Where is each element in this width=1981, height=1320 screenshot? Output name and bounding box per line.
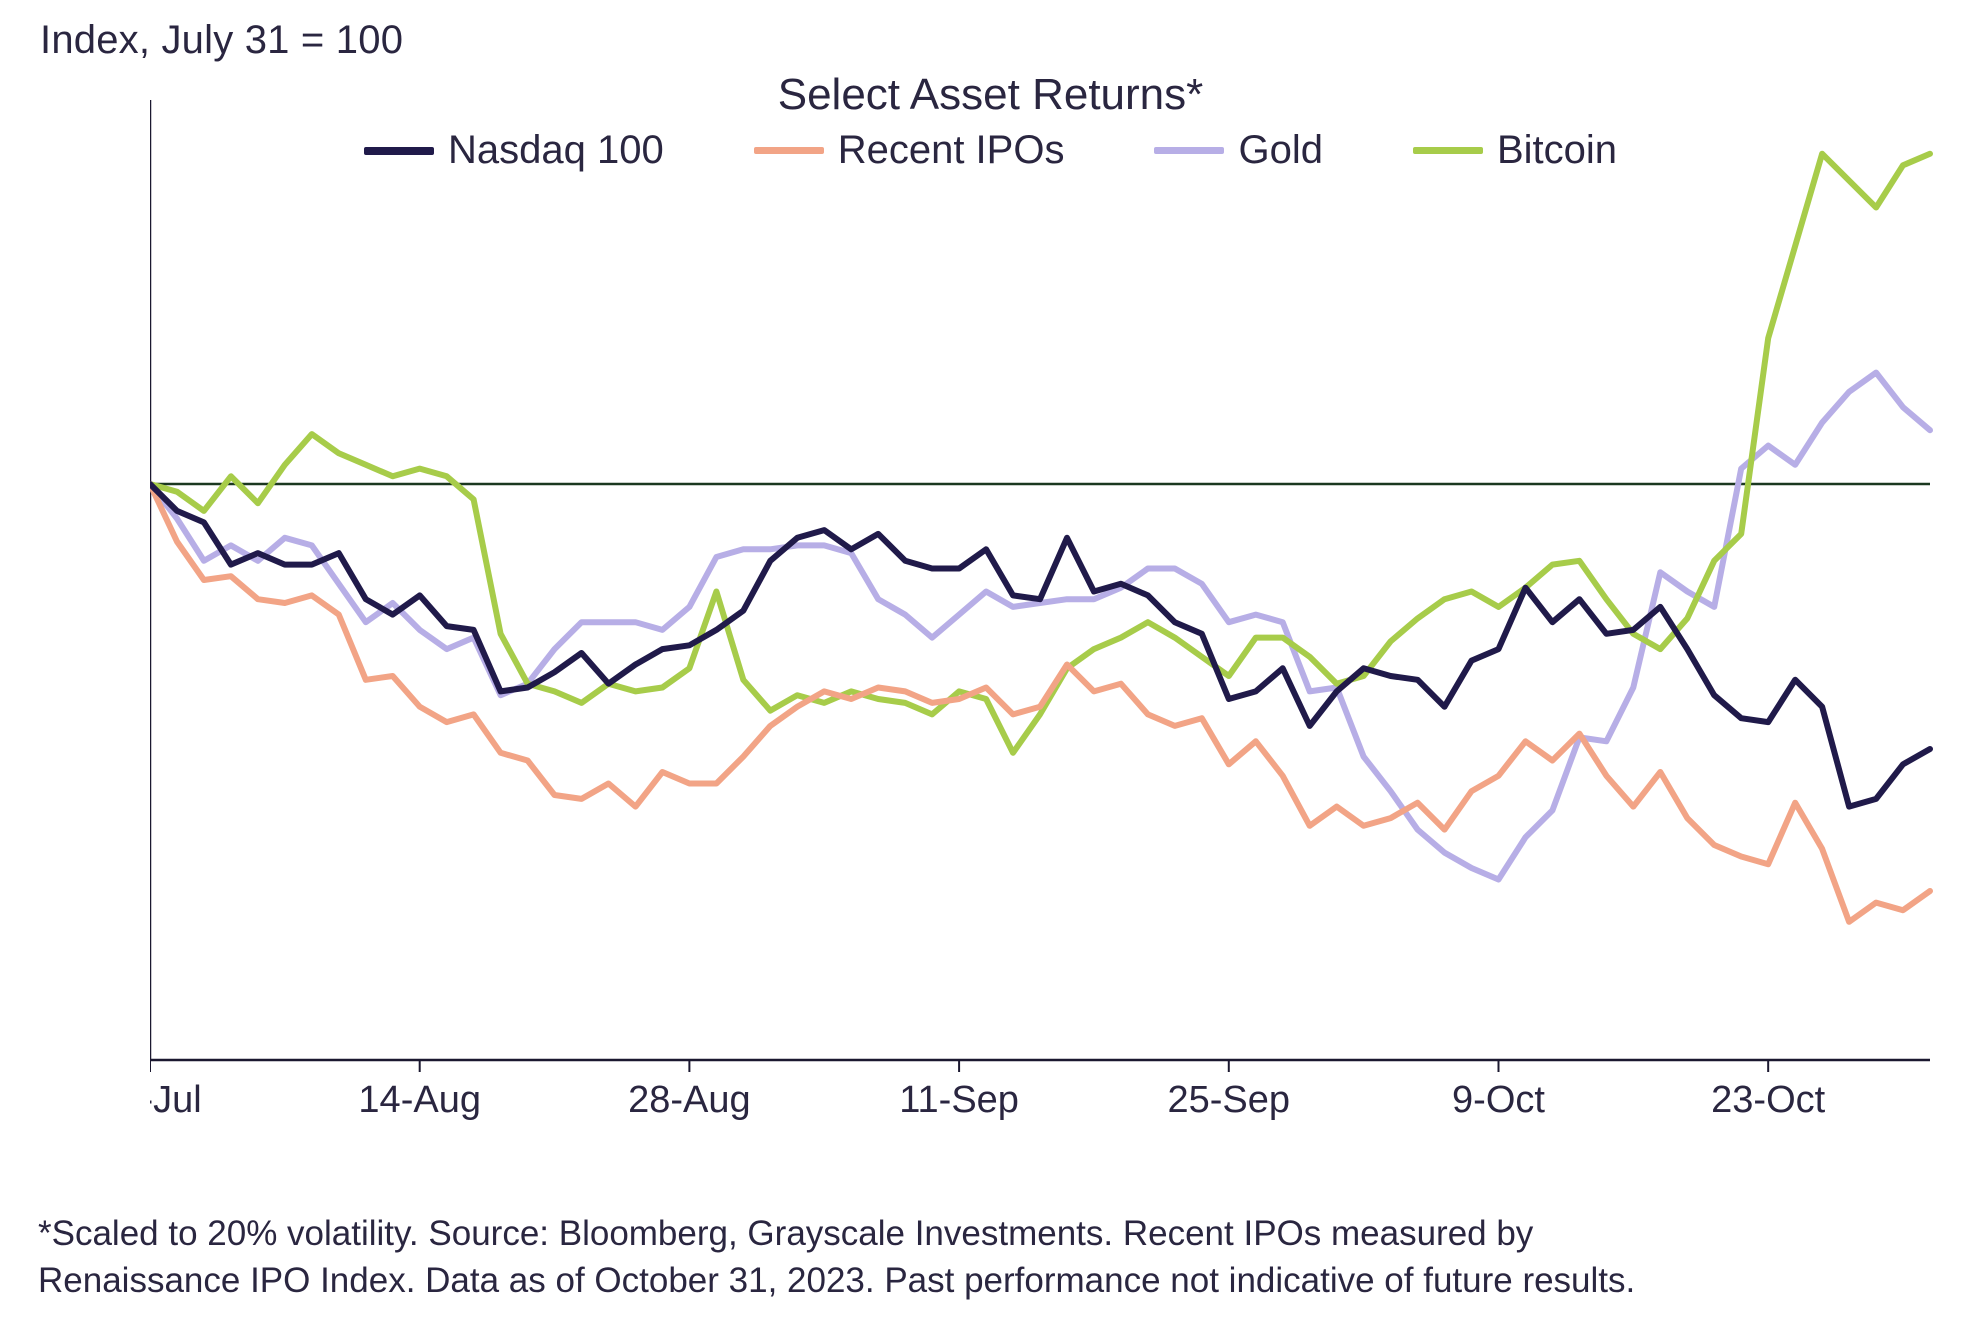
svg-text:11-Sep: 11-Sep (899, 1079, 1019, 1120)
svg-text:23-Oct: 23-Oct (1711, 1079, 1825, 1120)
svg-text:25-Sep: 25-Sep (1168, 1079, 1291, 1120)
series-line (150, 154, 1930, 753)
series-line (150, 373, 1930, 880)
line-chart: 85909510010511031-Jul14-Aug28-Aug11-Sep2… (150, 90, 1940, 1120)
svg-text:31-Jul: 31-Jul (150, 1079, 202, 1120)
index-subtitle: Index, July 31 = 100 (40, 18, 403, 63)
svg-text:14-Aug: 14-Aug (358, 1079, 481, 1120)
chart-footnote: *Scaled to 20% volatility. Source: Bloom… (38, 1210, 1938, 1305)
series-line (150, 484, 1930, 922)
footnote-line-1: *Scaled to 20% volatility. Source: Bloom… (38, 1210, 1938, 1257)
footnote-line-2: Renaissance IPO Index. Data as of Octobe… (38, 1257, 1938, 1304)
svg-text:9-Oct: 9-Oct (1452, 1079, 1545, 1120)
svg-text:28-Aug: 28-Aug (628, 1079, 751, 1120)
